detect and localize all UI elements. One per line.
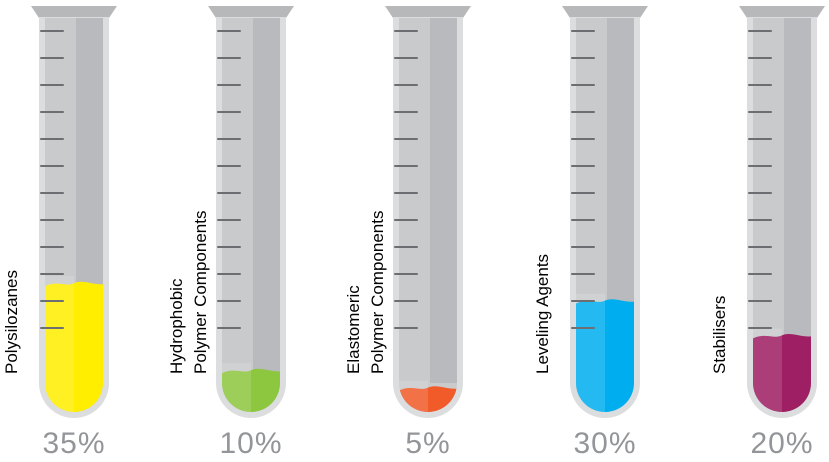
category-label: Leveling Agents <box>533 254 552 374</box>
tube-4: Leveling Agents 30% <box>533 6 648 460</box>
liquid-highlight <box>45 276 74 412</box>
liquid-bar <box>399 386 457 412</box>
liquid-highlight <box>576 293 605 412</box>
tube-flange <box>208 6 294 18</box>
tube-shade <box>253 18 280 383</box>
category-label-line: Polymer Components <box>191 211 210 374</box>
liquid-bar <box>753 334 811 412</box>
category-label: Elastomeric Polymer Components <box>344 211 387 374</box>
tube-flange <box>562 6 648 18</box>
tube-flange <box>31 6 117 18</box>
tube-1: Polysilozanes 35% <box>2 6 117 460</box>
liquid-bar <box>576 299 634 412</box>
category-label: Stabilisers <box>710 296 729 374</box>
liquid-fill <box>45 276 103 412</box>
value-label: 30% <box>573 427 636 460</box>
category-label-line: Polymer Components <box>368 211 387 374</box>
category-label-line: Hydrophobic <box>167 278 186 374</box>
tube-shade <box>784 18 811 383</box>
tube-shade <box>430 18 457 383</box>
category-label-line: Polysilozanes <box>2 270 21 374</box>
category-label-line: Stabilisers <box>710 296 729 374</box>
liquid-fill <box>576 293 634 412</box>
category-label: Polysilozanes <box>2 270 21 374</box>
category-label: Hydrophobic Polymer Components <box>167 211 210 374</box>
tube-2: Hydrophobic Polymer Components 10% <box>167 6 294 460</box>
liquid-highlight <box>753 328 782 412</box>
value-label: 10% <box>219 427 282 460</box>
category-label-line: Leveling Agents <box>533 254 552 374</box>
liquid-fill <box>753 328 811 412</box>
value-label: 20% <box>750 427 813 460</box>
value-label: 5% <box>405 427 450 460</box>
tube-5: Stabilisers 20% <box>710 6 825 460</box>
liquid-bar <box>45 281 103 412</box>
category-label-line: Elastomeric <box>344 285 363 374</box>
value-label: 35% <box>42 427 105 460</box>
tube-flange <box>739 6 825 18</box>
tube-flange <box>385 6 471 18</box>
tube-3: Elastomeric Polymer Components 5% <box>344 6 471 460</box>
